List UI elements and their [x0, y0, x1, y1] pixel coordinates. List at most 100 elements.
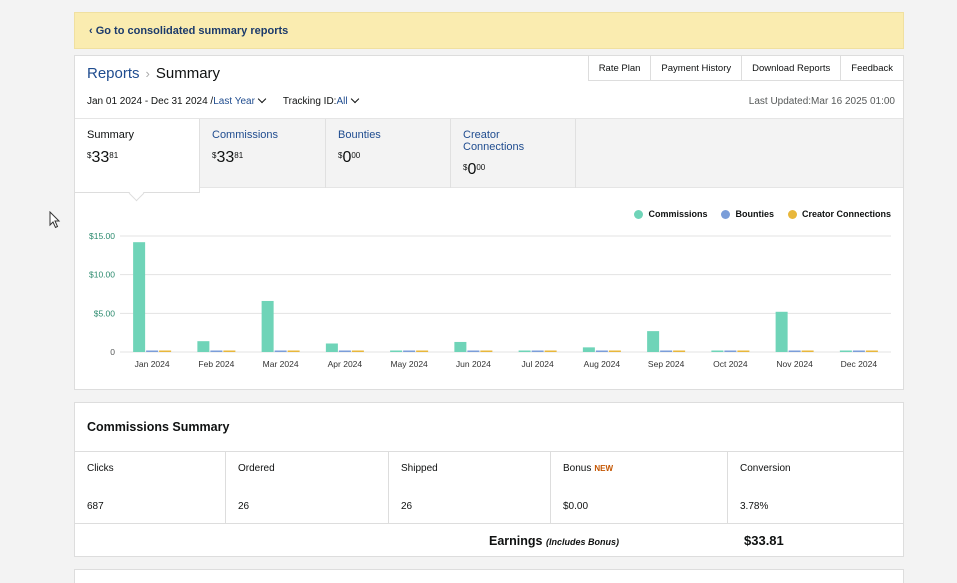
bar-bounties[interactable]: [146, 350, 159, 353]
rate-plan-button[interactable]: Rate Plan: [587, 55, 652, 81]
x-tick-label: Nov 2024: [776, 359, 813, 369]
bar-creator-connections[interactable]: [737, 350, 750, 353]
reports-panel: Reports › Summary Rate Plan Payment Hist…: [74, 55, 904, 390]
amount-whole: 33: [91, 149, 110, 166]
amount-cents: 81: [109, 151, 119, 160]
x-tick-label: Jan 2024: [135, 359, 170, 369]
legend-label: Bounties: [735, 209, 774, 219]
bar-commissions[interactable]: [518, 350, 531, 353]
metric-clicks: Clicks 687: [75, 452, 226, 523]
bar-bounties[interactable]: [788, 350, 801, 353]
bar-creator-connections[interactable]: [673, 350, 686, 353]
bar-bounties[interactable]: [274, 350, 287, 353]
tab-creator-connections-amount: $ 0 00: [463, 161, 563, 179]
x-tick-label: Jul 2024: [522, 359, 554, 369]
bar-bounties[interactable]: [467, 350, 480, 353]
bar-commissions[interactable]: [839, 350, 852, 353]
bar-commissions[interactable]: [775, 311, 788, 352]
currency-symbol: $: [463, 163, 468, 172]
bar-commissions[interactable]: [261, 300, 274, 352]
tab-commissions-amount: $ 33 81: [212, 149, 313, 167]
x-tick-label: Jun 2024: [456, 359, 491, 369]
bar-commissions[interactable]: [711, 350, 724, 353]
legend-item-commissions[interactable]: Commissions: [634, 209, 707, 219]
consolidated-reports-link[interactable]: ‹ Go to consolidated summary reports: [89, 24, 289, 37]
payment-history-button[interactable]: Payment History: [651, 55, 743, 81]
bar-creator-connections[interactable]: [159, 350, 172, 353]
tab-bounties-label: Bounties: [338, 129, 381, 141]
metric-label: Conversion: [740, 463, 791, 474]
bar-bounties[interactable]: [531, 350, 544, 353]
tab-commissions[interactable]: Commissions $ 33 81: [200, 119, 326, 188]
currency-symbol: $: [87, 151, 92, 160]
bar-creator-connections[interactable]: [480, 350, 493, 353]
tab-summary-amount: $ 33 81: [87, 149, 187, 167]
bar-creator-connections[interactable]: [416, 350, 429, 353]
metric-value: 26: [238, 501, 250, 512]
bar-creator-connections[interactable]: [544, 350, 557, 353]
tab-bounties-amount: $ 0 00: [338, 149, 438, 167]
bar-bounties[interactable]: [724, 350, 737, 353]
bar-bounties[interactable]: [403, 350, 416, 353]
download-reports-button[interactable]: Download Reports: [742, 55, 842, 81]
legend-item-creator-connections[interactable]: Creator Connections: [787, 209, 891, 219]
currency-symbol: $: [338, 151, 343, 160]
tab-commissions-label: Commissions: [212, 129, 279, 141]
y-tick-label: 0: [110, 347, 115, 357]
bar-commissions[interactable]: [582, 347, 595, 352]
legend-dot-bounties: [721, 209, 731, 219]
bar-creator-connections[interactable]: [287, 350, 300, 353]
tab-creator-connections[interactable]: Creator Connections $ 0 00: [451, 119, 576, 188]
tab-summary[interactable]: Summary $ 33 81: [75, 119, 200, 202]
x-tick-label: May 2024: [390, 359, 428, 369]
tracking-id-dropdown[interactable]: All: [336, 96, 348, 107]
bar-bounties[interactable]: [660, 350, 673, 353]
earnings-label: Earnings (Includes Bonus): [489, 534, 619, 548]
mouse-cursor-icon: [49, 211, 61, 229]
y-tick-label: $5.00: [94, 308, 116, 318]
bar-creator-connections[interactable]: [223, 350, 236, 353]
breadcrumb-separator-icon: ›: [145, 66, 150, 81]
bar-bounties[interactable]: [338, 350, 351, 353]
active-tab-pointer: [128, 185, 145, 202]
tab-bounties[interactable]: Bounties $ 0 00: [326, 119, 451, 188]
legend-label: Commissions: [648, 209, 708, 219]
x-tick-label: Feb 2024: [198, 359, 234, 369]
period-dropdown[interactable]: Last Year: [213, 96, 255, 107]
bar-creator-connections[interactable]: [608, 350, 621, 353]
bar-commissions[interactable]: [325, 343, 338, 352]
legend-label: Creator Connections: [801, 209, 891, 219]
commissions-summary-title: Commissions Summary: [87, 420, 230, 434]
tab-summary-label: Summary: [87, 129, 135, 141]
breadcrumb: Reports › Summary: [87, 65, 220, 82]
bar-commissions[interactable]: [197, 341, 210, 352]
tracking-id-label: Tracking ID:: [282, 96, 337, 107]
bar-bounties[interactable]: [852, 350, 865, 353]
amount-cents: 81: [234, 151, 244, 160]
bar-creator-connections[interactable]: [351, 350, 364, 353]
summary-tabs: Summary $ 33 81 Commissions $ 33 81 Boun…: [75, 118, 903, 202]
page-title: Summary: [155, 65, 221, 82]
chevron-down-icon[interactable]: [257, 94, 267, 104]
chart-legend: Commissions Bounties Creator Connections: [620, 209, 891, 219]
bar-commissions[interactable]: [454, 341, 467, 352]
bar-commissions[interactable]: [133, 242, 146, 352]
earnings-value: $33.81: [744, 533, 784, 548]
tabs-filler: [576, 119, 903, 187]
bar-bounties[interactable]: [595, 350, 608, 353]
metric-bonus: Bonus NEW $0.00: [551, 452, 728, 523]
feedback-button[interactable]: Feedback: [841, 55, 904, 81]
bar-creator-connections[interactable]: [865, 350, 878, 353]
x-tick-label: Mar 2024: [263, 359, 299, 369]
bar-creator-connections[interactable]: [801, 350, 814, 353]
metric-value: 3.78%: [740, 501, 769, 512]
filter-row: Jan 01 2024 - Dec 31 2024 / Last Year Tr…: [87, 94, 364, 107]
bar-commissions[interactable]: [390, 350, 403, 353]
earnings-title: Earnings: [489, 534, 543, 548]
legend-item-bounties[interactable]: Bounties: [721, 209, 774, 219]
bar-commissions[interactable]: [647, 331, 660, 352]
bonus-label: Bonus: [563, 463, 592, 474]
chevron-down-icon[interactable]: [350, 94, 359, 104]
bar-bounties[interactable]: [210, 350, 223, 353]
breadcrumb-reports-link[interactable]: Reports: [87, 65, 140, 82]
